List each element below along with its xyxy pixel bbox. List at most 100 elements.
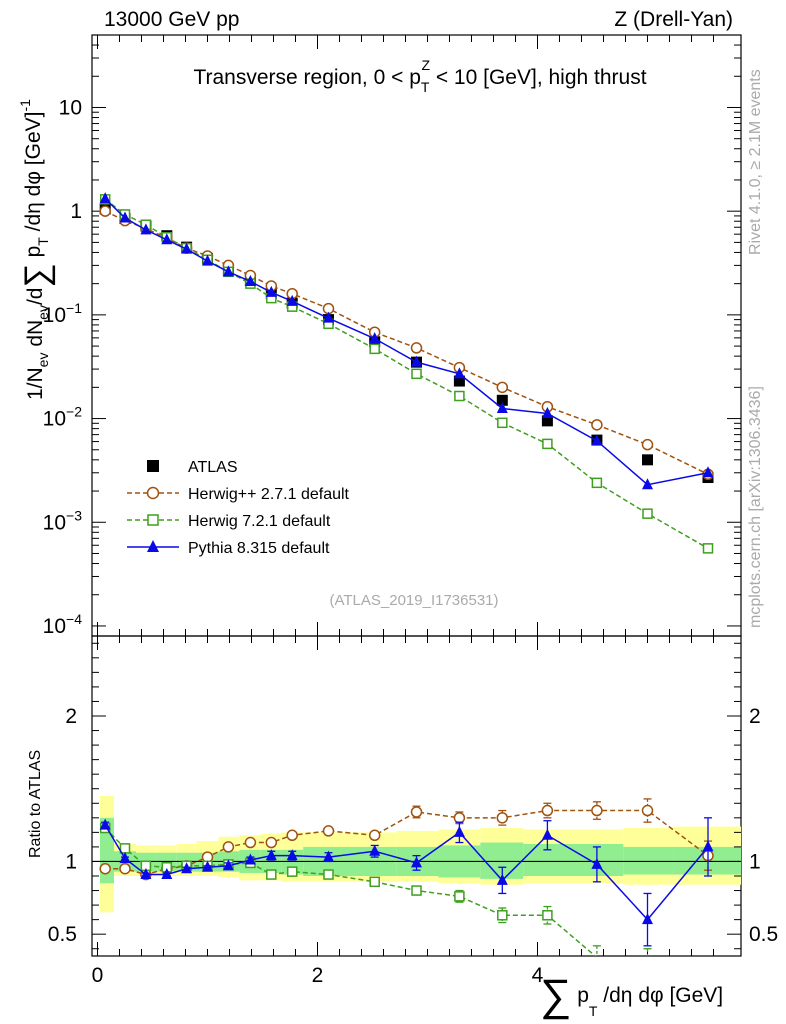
ratio-plot-frame: [91, 635, 742, 957]
legend-marker-atlas: [147, 460, 159, 472]
main-title-suffix: < 10 [GeV], high thrust: [430, 66, 647, 89]
main-point-herwig7: [542, 438, 553, 450]
ratio-point-pythia: [286, 849, 298, 861]
legend-label-atlas: ATLAS: [188, 459, 238, 476]
main-title: Transverse region, 0 < pTZ < 10 [GeV], h…: [193, 57, 646, 95]
main-point-herwigpp: [410, 342, 423, 354]
main-point-pythia: [411, 355, 422, 367]
ratio-y-tick-label-right: 1: [749, 850, 761, 873]
main-point-pythia: [541, 406, 553, 418]
ratio-point-herwigpp: [368, 829, 381, 842]
ratio-point-herwig7: [266, 869, 277, 880]
ratio-point-pythia: [119, 852, 131, 864]
main-series-group: [99, 192, 714, 554]
main-point-herwig7: [369, 343, 380, 355]
main-point-herwig7: [702, 543, 714, 554]
legend-marker-herwig7: [147, 514, 159, 526]
legend-label-herwig7: Herwig 7.2.1 default: [188, 513, 331, 530]
main-point-atlas: [496, 394, 508, 406]
main-y-tick-label: 10: [59, 96, 82, 119]
header-collision: 13000 GeV pp: [104, 8, 239, 31]
legend-marker-herwigpp: [146, 486, 160, 500]
ratio-series-group: [99, 798, 714, 956]
ratio-y-label: Ratio to ATLAS: [27, 750, 44, 858]
ratio-x-tick-label: 2: [312, 964, 324, 987]
ratio-y-tick-label: 2: [65, 705, 77, 728]
ratio-point-herwigpp: [453, 812, 466, 824]
ratio-series-clipped: [99, 798, 714, 956]
ratio-point-herwig7: [411, 885, 422, 896]
main-series-line-pythia: [104, 198, 709, 486]
ratio-point-herwigpp: [410, 806, 423, 818]
main-point-pythia: [244, 274, 256, 286]
main-y-tick-label: 10−4: [43, 611, 83, 638]
ratio-point-pythia: [369, 844, 381, 856]
main-point-herwig7: [591, 477, 603, 489]
ratio-band-inner: [623, 846, 674, 875]
main-point-pythia: [222, 265, 234, 277]
main-point-herwigpp: [496, 381, 509, 394]
main-point-pythia: [369, 332, 381, 344]
x-axis-label: ∑ pT /dη dφ [GeV]: [540, 971, 723, 1020]
main-point-atlas: [453, 375, 465, 387]
main-title-sup: Z: [421, 57, 430, 73]
ratio-point-herwig7: [119, 843, 131, 854]
ratio-point-pythia: [496, 873, 508, 885]
main-point-atlas: [541, 415, 553, 427]
ratio-point-herwig7: [323, 869, 334, 880]
main-point-pythia: [591, 434, 603, 446]
main-point-herwig7: [454, 390, 465, 402]
main-point-herwig7: [411, 368, 422, 380]
main-point-pythia: [323, 311, 334, 323]
main-point-pythia: [642, 478, 653, 490]
ratio-y-tick-label-right: 0.5: [749, 923, 778, 946]
ratio-point-herwigpp: [541, 804, 554, 817]
main-point-pythia: [99, 192, 111, 204]
ratio-point-herwigpp: [119, 862, 131, 875]
ratio-point-pythia: [244, 853, 256, 865]
ratio-point-pythia: [140, 868, 152, 880]
main-y-tick-label: 10−3: [43, 507, 83, 534]
ratio-point-pythia: [541, 828, 553, 840]
ratio-point-herwigpp: [496, 812, 509, 824]
ratio-point-pythia: [323, 850, 334, 862]
legend-label-pythia: Pythia 8.315 default: [188, 540, 330, 557]
main-title-prefix: Transverse region, 0 < p: [193, 66, 420, 89]
ratio-point-pythia: [642, 913, 653, 925]
mcplots-label: mcplots.cern.ch [arXiv:1306.3436]: [747, 386, 764, 628]
main-point-pythia: [140, 223, 152, 235]
ratio-point-herwigpp: [286, 829, 298, 842]
main-point-pythia: [702, 466, 714, 478]
main-point-herwigpp: [99, 205, 111, 217]
main-point-pythia: [161, 233, 173, 245]
main-point-pythia: [286, 294, 298, 306]
main-series-line-herwigpp: [104, 210, 709, 475]
ratio-point-herwigpp: [591, 804, 603, 817]
ratio-point-pythia: [411, 856, 422, 868]
main-y-tick-label: 10−1: [43, 300, 83, 327]
rivet-version-label: Rivet 4.1.0, ≥ 2.1M events: [747, 69, 764, 255]
main-point-pythia: [265, 285, 277, 297]
header-process: Z (Drell-Yan): [614, 8, 733, 31]
ratio-point-herwig7: [369, 876, 380, 888]
ratio-point-herwigpp: [265, 836, 278, 849]
main-title-sub: T: [421, 79, 430, 95]
ratio-point-herwig7: [497, 910, 508, 921]
main-point-atlas: [642, 454, 653, 466]
ratio-x-tick-label: 0: [92, 964, 104, 987]
main-point-herwig7: [497, 417, 508, 429]
main-point-pythia: [453, 367, 465, 379]
ratio-point-pythia: [202, 860, 213, 872]
main-point-pythia: [181, 242, 193, 254]
ratio-y-tick-label: 1: [65, 850, 77, 873]
ratio-point-pythia: [591, 857, 603, 869]
main-y-tick-label: 1: [70, 200, 82, 223]
legend-marker-pythia: [147, 540, 159, 552]
main-y-label: 1/Nev dNev/d∑ pT /dη dφ [GeV]-1: [17, 99, 56, 400]
ratio-point-herwig7: [454, 891, 465, 902]
ratio-point-pythia: [702, 840, 714, 852]
ratio-point-pythia: [161, 868, 173, 880]
ratio-point-herwigpp: [99, 862, 111, 875]
main-plot: 10 1 10−1 10−2 10−3 10−4 (ATLAS_2019_I1736531…: [17, 34, 742, 638]
